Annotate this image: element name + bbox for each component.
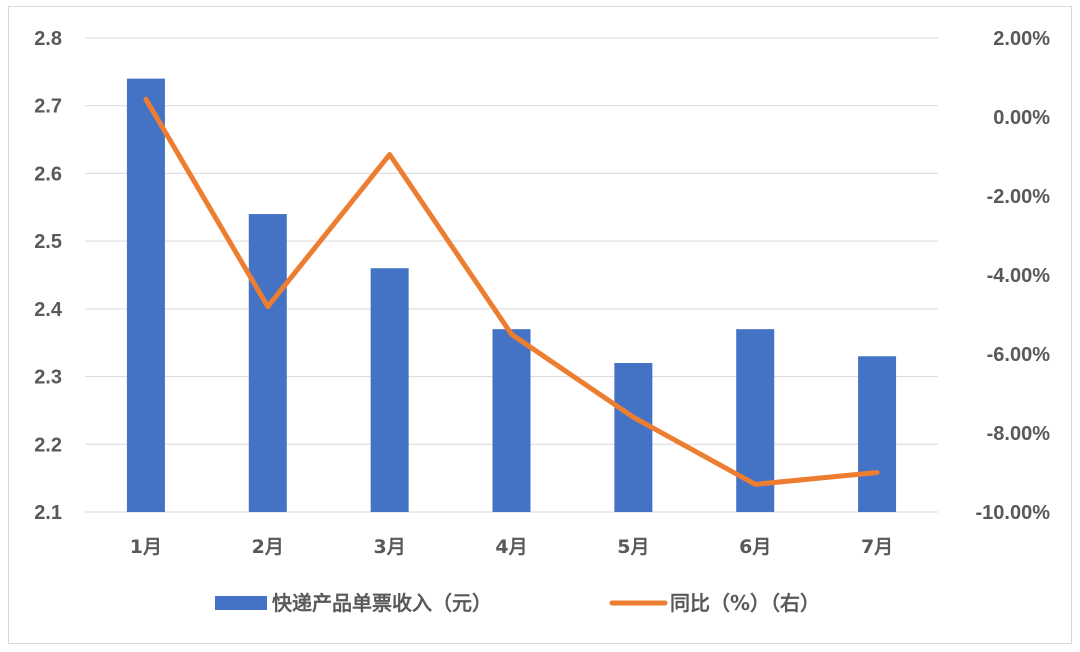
legend-bar-label: 快递产品单票收入（元） <box>272 591 492 615</box>
left-tick-label: 2.3 <box>34 367 62 389</box>
legend-line-label: 同比（%）（右） <box>670 591 820 615</box>
x-axis-categories: 1月 2月 3月 4月 5月 6月 7月 <box>130 536 893 558</box>
x-tick-label: 5月 <box>617 536 649 558</box>
bar <box>126 78 165 512</box>
x-tick-label: 7月 <box>861 536 893 558</box>
bar <box>614 363 653 512</box>
x-tick-label: 6月 <box>739 536 771 558</box>
right-tick-label: -6.00% <box>987 344 1051 366</box>
x-tick-label: 3月 <box>374 536 406 558</box>
bar-series <box>126 78 897 513</box>
bar <box>370 268 409 512</box>
right-tick-label: 0.00% <box>993 107 1050 129</box>
x-tick-label: 1月 <box>130 536 162 558</box>
right-tick-label: -4.00% <box>987 265 1051 287</box>
left-tick-label: 2.5 <box>34 231 62 253</box>
right-tick-label: -10.00% <box>976 502 1051 524</box>
left-tick-label: 2.1 <box>34 502 62 524</box>
legend: 快递产品单票收入（元） 同比（%）（右） <box>215 591 820 615</box>
bar <box>492 329 531 512</box>
right-tick-label: 2.00% <box>993 28 1050 50</box>
x-tick-label: 2月 <box>252 536 284 558</box>
bar <box>248 214 287 513</box>
left-tick-label: 2.8 <box>34 28 62 50</box>
bar <box>858 356 897 512</box>
left-tick-label: 2.6 <box>34 163 62 185</box>
right-tick-label: -8.00% <box>987 423 1051 445</box>
left-tick-label: 2.4 <box>34 299 63 321</box>
legend-bar-swatch <box>215 596 267 610</box>
line-series <box>143 96 880 487</box>
left-tick-label: 2.7 <box>34 96 62 118</box>
right-axis-ticks: -10.00% -8.00% -6.00% -4.00% -2.00% 0.00% 2.00… <box>976 28 1051 524</box>
right-tick-label: -2.00% <box>987 186 1051 208</box>
chart-frame <box>8 6 1072 644</box>
left-tick-label: 2.2 <box>34 434 62 456</box>
x-tick-label: 4月 <box>495 536 527 558</box>
left-axis-ticks: 2.1 2.2 2.3 2.4 2.5 2.6 2.7 2.8 <box>34 28 63 524</box>
